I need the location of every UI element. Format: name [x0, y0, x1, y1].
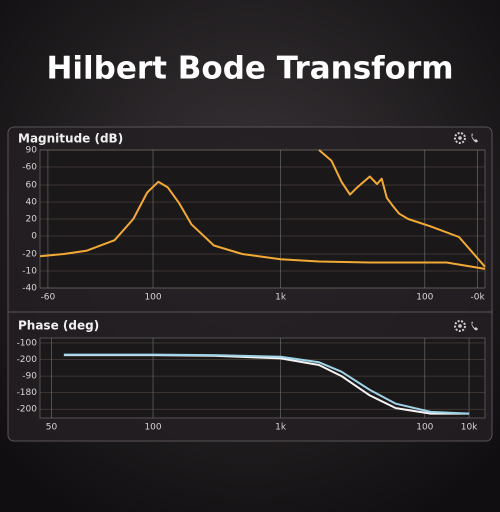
- y-tick-label: -10: [22, 267, 37, 277]
- y-tick-label: 20: [26, 215, 38, 225]
- call-icon[interactable]: [471, 321, 478, 331]
- y-tick-label: 0: [31, 231, 37, 241]
- line: [39, 180, 486, 270]
- y-tick-label: -100: [17, 338, 38, 348]
- x-tick-label: 1k: [275, 423, 287, 433]
- page-title: Hilbert Bode Transform: [46, 51, 453, 87]
- x-tick-label: 100: [416, 293, 433, 303]
- x-tick-label: 1k: [275, 293, 287, 303]
- x-tick-label: 100: [416, 423, 433, 433]
- x-tick-label: 50: [46, 423, 58, 433]
- y-tick-label: -200: [17, 355, 38, 365]
- x-tick-label: -0k: [471, 293, 486, 303]
- y-tick-label: -90: [22, 372, 37, 382]
- chart-title: Phase (deg): [18, 319, 99, 333]
- call-icon[interactable]: [471, 133, 478, 143]
- line: [63, 353, 470, 415]
- x-tick-label: 100: [144, 423, 161, 433]
- y-tick-label: -60: [22, 162, 37, 172]
- y-tick-label: 60: [26, 181, 38, 191]
- settings-icon[interactable]: [454, 132, 466, 144]
- y-tick-label: -200: [17, 405, 38, 415]
- x-tick-label: 100: [144, 293, 161, 303]
- plot-area: [39, 337, 486, 419]
- x-tick-label: 10k: [461, 423, 478, 433]
- y-tick-label: -20: [22, 250, 37, 260]
- chart-title: Magnitude (dB): [18, 132, 123, 146]
- y-tick-label: 40: [26, 198, 38, 208]
- settings-icon[interactable]: [454, 320, 466, 332]
- y-tick-label: -40: [22, 284, 37, 294]
- y-tick-label: -180: [17, 388, 38, 398]
- x-tick-label: -60: [41, 293, 56, 303]
- y-tick-label: 90: [26, 146, 38, 156]
- line: [318, 149, 486, 268]
